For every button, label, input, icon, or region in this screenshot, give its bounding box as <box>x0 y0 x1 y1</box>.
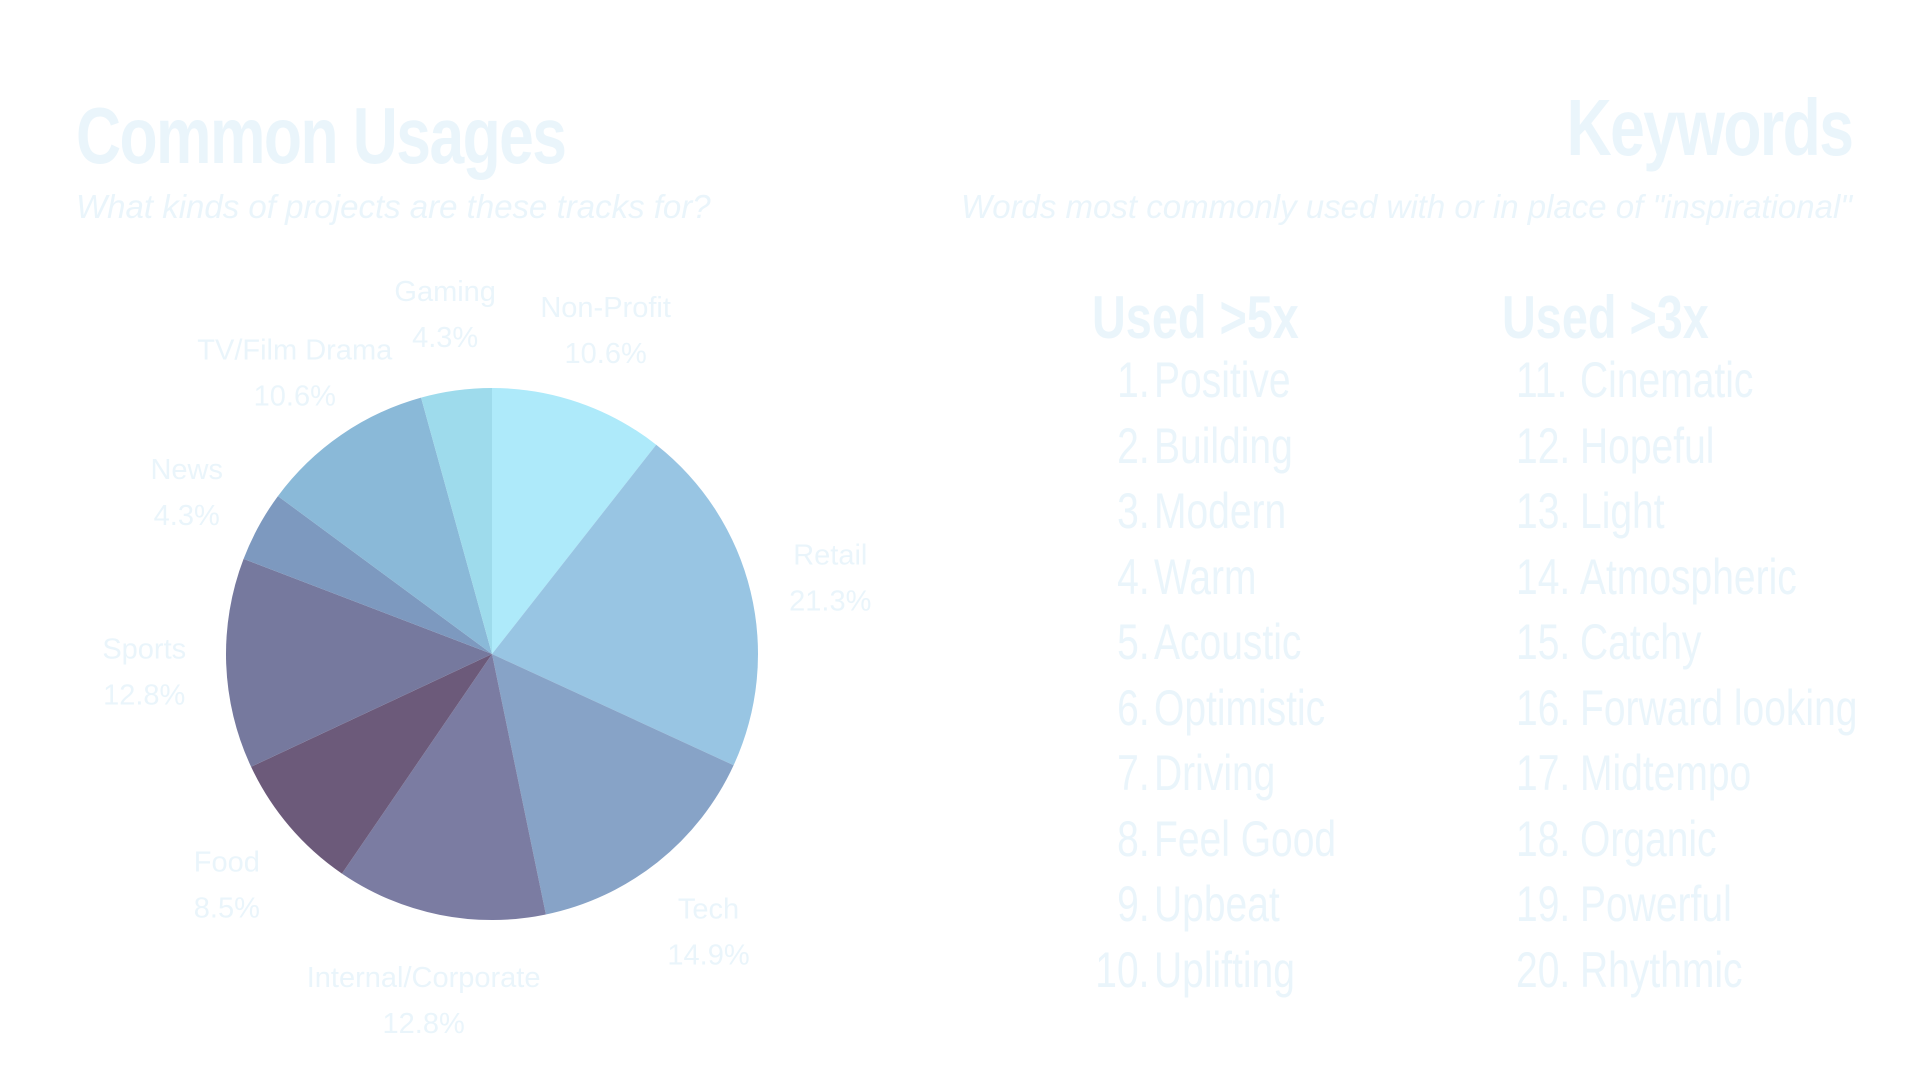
pie-slice-sports <box>226 558 492 767</box>
pie-slice-retail <box>492 444 758 766</box>
used-5x-heading: Used >5x <box>1092 284 1299 351</box>
keyword-number: 2. <box>1117 417 1150 474</box>
keyword-number: 18. <box>1516 810 1571 867</box>
keyword-number: 10. <box>1095 941 1150 998</box>
list-item: 11. Cinematic <box>1516 355 1916 421</box>
list-item: 16. Forward looking <box>1516 683 1916 749</box>
slice-label-tech: Tech <box>678 893 739 925</box>
keyword: Modern <box>1154 483 1287 539</box>
list-item: 14. Atmospheric <box>1516 552 1916 618</box>
keyword: Atmospheric <box>1580 548 1797 605</box>
slice-label-tv-film-drama: TV/Film Drama <box>197 334 393 366</box>
keyword: Cinematic <box>1580 352 1754 408</box>
keyword: Catchy <box>1580 614 1702 670</box>
keyword-number: 8. <box>1117 810 1150 867</box>
keyword-number: 6. <box>1117 679 1150 736</box>
list-item: 19. Powerful <box>1516 879 1916 945</box>
used-3x-heading: Used >3x <box>1502 284 1709 351</box>
pie-slices <box>226 388 758 920</box>
keyword-number: 17. <box>1516 745 1571 801</box>
keyword-number: 20. <box>1516 941 1571 998</box>
used-3x-list: 11. Cinematic 12. Hopeful 13. Light 14. Atmo… <box>1516 355 1916 1010</box>
keyword: Organic <box>1580 810 1717 867</box>
slice-value-gaming: 4.3% <box>412 322 478 354</box>
keyword-number: 5. <box>1117 614 1150 670</box>
keyword-number: 1. <box>1117 352 1150 408</box>
keyword: Uplifting <box>1154 941 1295 998</box>
keyword-number: 11. <box>1516 352 1568 408</box>
list-item: 8. Feel Good <box>1070 814 1490 880</box>
list-item: 3. Modern <box>1070 486 1490 552</box>
keyword: Driving <box>1154 745 1276 801</box>
keyword: Acoustic <box>1154 614 1302 670</box>
pie-slice-food <box>251 654 492 874</box>
keyword: Positive <box>1154 352 1291 408</box>
slice-label-retail: Retail <box>793 539 867 571</box>
slice-value-tv-film-drama: 10.6% <box>254 380 336 412</box>
list-item: 20. Rhythmic <box>1516 945 1916 1011</box>
pie-slice-tv-film-drama <box>277 397 492 654</box>
slice-label-food: Food <box>194 846 260 878</box>
slice-value-internal-corporate: 12.8% <box>383 1008 465 1040</box>
keyword: Rhythmic <box>1580 941 1743 998</box>
keyword: Upbeat <box>1154 876 1280 932</box>
slice-label-internal-corporate: Internal/Corporate <box>307 962 541 994</box>
keyword-number: 7. <box>1117 745 1150 801</box>
keyword: Light <box>1580 483 1665 539</box>
list-item: 5. Acoustic <box>1070 617 1490 683</box>
keyword-number: 16. <box>1516 679 1571 736</box>
list-item: 2. Building <box>1070 421 1490 487</box>
list-item: 13. Light <box>1516 486 1916 552</box>
chart-title: Common Usages <box>76 91 567 180</box>
keyword: Feel Good <box>1154 810 1337 867</box>
slice-label-news: News <box>150 454 223 486</box>
keyword: Midtempo <box>1580 745 1752 801</box>
keyword-number: 3. <box>1117 483 1150 539</box>
keyword-number: 15. <box>1516 614 1571 670</box>
keyword-number: 12. <box>1516 417 1571 474</box>
chart-subtitle: What kinds of projects are these tracks … <box>76 188 711 225</box>
keyword-number: 19. <box>1516 876 1571 932</box>
keyword: Optimistic <box>1154 679 1326 736</box>
slice-value-non-profit: 10.6% <box>565 338 647 370</box>
keyword-number: 14. <box>1516 548 1571 605</box>
slice-label-sports: Sports <box>102 634 186 666</box>
list-item: 4. Warm <box>1070 552 1490 618</box>
keyword: Powerful <box>1580 876 1732 932</box>
list-item: 10. Uplifting <box>1070 945 1490 1011</box>
slice-label-non-profit: Non-Profit <box>540 292 671 324</box>
keyword: Hopeful <box>1580 417 1715 474</box>
list-item: 6. Optimistic <box>1070 683 1490 749</box>
slice-value-food: 8.5% <box>194 892 260 924</box>
keyword-number: 4. <box>1117 548 1150 605</box>
keyword-number: 13. <box>1516 483 1571 539</box>
pie-slice-internal-corporate <box>341 654 546 920</box>
slice-value-retail: 21.3% <box>789 585 871 617</box>
keywords-title: Keywords <box>1566 83 1853 172</box>
list-item: 12. Hopeful <box>1516 421 1916 487</box>
list-item: 7. Driving <box>1070 748 1490 814</box>
keywords-subtitle: Words most commonly used with or in plac… <box>961 188 1852 225</box>
pie-slice-gaming <box>421 388 492 654</box>
slice-label-gaming: Gaming <box>394 276 496 308</box>
slice-value-sports: 12.8% <box>103 680 185 712</box>
list-item: 17. Midtempo <box>1516 748 1916 814</box>
used-5x-list: 1. Positive 2. Building 3. Modern 4. Warm 5.… <box>1070 355 1490 1010</box>
pie-slice-news <box>243 496 492 654</box>
pie-slice-non-profit <box>492 388 657 654</box>
list-item: 15. Catchy <box>1516 617 1916 683</box>
list-item: 9. Upbeat <box>1070 879 1490 945</box>
list-item: 18. Organic <box>1516 814 1916 880</box>
slice-value-tech: 14.9% <box>667 939 749 971</box>
keyword: Forward looking <box>1580 679 1858 736</box>
pie-labels: Non-Profit 10.6% Retail 21.3% Tech 14.9% Inter… <box>102 276 871 1040</box>
keyword: Warm <box>1154 548 1257 605</box>
pie-slice-tech <box>492 654 734 915</box>
keyword-number: 9. <box>1117 876 1150 932</box>
keyword: Building <box>1154 417 1293 474</box>
pie-chart: Non-Profit 10.6% Retail 21.3% Tech 14.9% Inter… <box>102 276 871 1040</box>
list-item: 1. Positive <box>1070 355 1490 421</box>
slice-value-news: 4.3% <box>154 500 220 532</box>
